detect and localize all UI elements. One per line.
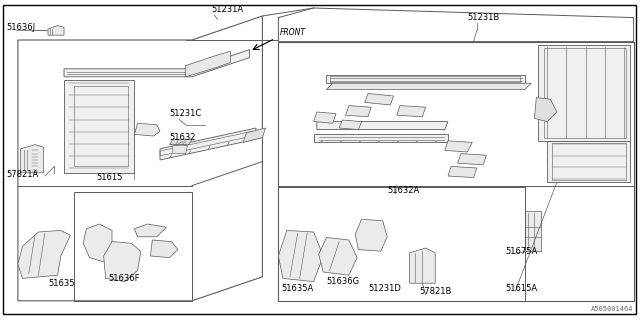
Polygon shape — [525, 211, 541, 251]
Text: 51632A: 51632A — [387, 186, 419, 195]
Polygon shape — [104, 242, 141, 282]
Polygon shape — [410, 248, 435, 283]
Polygon shape — [445, 141, 472, 152]
Polygon shape — [547, 141, 630, 182]
Text: 51231A: 51231A — [211, 5, 243, 14]
Polygon shape — [243, 128, 266, 142]
Polygon shape — [534, 98, 557, 122]
Polygon shape — [134, 224, 166, 237]
Polygon shape — [173, 146, 188, 154]
Polygon shape — [134, 123, 160, 136]
Polygon shape — [314, 134, 448, 142]
Text: A505001464: A505001464 — [591, 306, 634, 312]
Polygon shape — [326, 83, 531, 90]
Text: 51636F: 51636F — [109, 274, 140, 283]
Text: 51231D: 51231D — [368, 284, 401, 293]
Polygon shape — [278, 230, 323, 282]
Text: 51635A: 51635A — [282, 284, 314, 293]
Polygon shape — [346, 106, 371, 117]
Polygon shape — [326, 75, 525, 83]
Text: 51636G: 51636G — [326, 277, 360, 286]
Polygon shape — [365, 93, 394, 105]
Text: 57821A: 57821A — [6, 170, 38, 179]
Polygon shape — [48, 26, 64, 35]
Polygon shape — [64, 50, 250, 77]
Polygon shape — [64, 80, 134, 173]
Polygon shape — [319, 237, 357, 275]
Text: 51635: 51635 — [48, 279, 74, 288]
Polygon shape — [20, 145, 44, 173]
Text: 51231C: 51231C — [170, 109, 202, 118]
Text: 51636J: 51636J — [6, 23, 36, 32]
Polygon shape — [314, 112, 336, 123]
Text: 51615A: 51615A — [506, 284, 538, 293]
Polygon shape — [339, 120, 362, 130]
Polygon shape — [150, 240, 178, 258]
Polygon shape — [170, 139, 192, 145]
Text: 51231B: 51231B — [467, 13, 499, 22]
Text: 51632: 51632 — [170, 133, 196, 142]
Polygon shape — [355, 219, 387, 251]
Polygon shape — [317, 122, 448, 130]
Polygon shape — [458, 154, 486, 165]
Polygon shape — [538, 45, 630, 141]
Polygon shape — [397, 106, 426, 117]
Polygon shape — [83, 224, 112, 262]
Polygon shape — [186, 51, 230, 77]
Text: 51615: 51615 — [96, 173, 122, 182]
Polygon shape — [160, 128, 256, 160]
Polygon shape — [448, 166, 477, 178]
Text: FRONT: FRONT — [280, 28, 306, 37]
Text: 51675A: 51675A — [506, 247, 538, 256]
Polygon shape — [18, 230, 70, 278]
Text: 57821B: 57821B — [419, 287, 452, 296]
